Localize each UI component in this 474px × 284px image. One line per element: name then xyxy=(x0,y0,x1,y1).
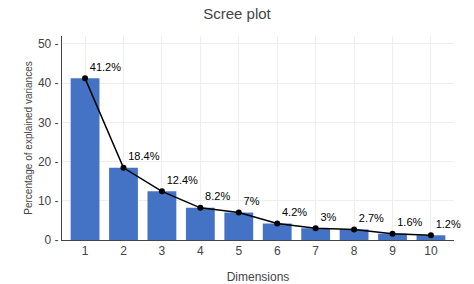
svg-text:8: 8 xyxy=(351,244,358,258)
svg-text:40 -: 40 - xyxy=(38,76,59,90)
svg-text:30 -: 30 - xyxy=(38,116,59,130)
svg-text:41.2%: 41.2% xyxy=(90,61,121,73)
svg-text:3%: 3% xyxy=(320,211,336,223)
svg-text:4.2%: 4.2% xyxy=(282,206,307,218)
svg-text:3: 3 xyxy=(159,244,166,258)
svg-text:6: 6 xyxy=(274,244,281,258)
svg-text:20 -: 20 - xyxy=(38,155,59,169)
svg-text:1.6%: 1.6% xyxy=(397,216,422,228)
svg-text:7: 7 xyxy=(312,244,319,258)
svg-text:Percentage of explained varian: Percentage of explained variances xyxy=(23,61,34,214)
svg-text:1.2%: 1.2% xyxy=(436,218,461,230)
svg-text:7%: 7% xyxy=(244,195,260,207)
svg-text:10: 10 xyxy=(424,244,438,258)
svg-text:12.4%: 12.4% xyxy=(167,174,198,186)
svg-text:8.2%: 8.2% xyxy=(205,190,230,202)
svg-text:18.4%: 18.4% xyxy=(128,150,159,162)
svg-text:2: 2 xyxy=(120,244,127,258)
svg-text:10 -: 10 - xyxy=(38,194,59,208)
svg-text:2.7%: 2.7% xyxy=(359,212,384,224)
svg-text:1: 1 xyxy=(82,244,89,258)
svg-text:Dimensions: Dimensions xyxy=(227,270,290,284)
svg-text:50 -: 50 - xyxy=(38,37,59,51)
svg-text:4: 4 xyxy=(197,244,204,258)
svg-text:0 -: 0 - xyxy=(45,233,59,247)
svg-text:Scree plot: Scree plot xyxy=(203,5,271,22)
svg-text:9: 9 xyxy=(389,244,396,258)
svg-text:5: 5 xyxy=(235,244,242,258)
